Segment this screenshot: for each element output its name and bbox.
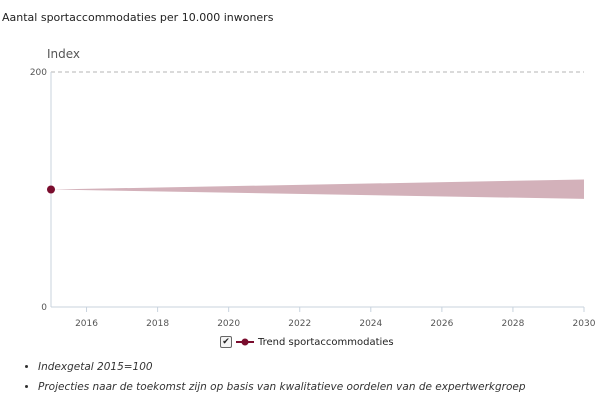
x-tick-label: 2026: [430, 319, 453, 329]
band-layer: [51, 179, 584, 199]
point-layer: [47, 185, 55, 194]
x-tick-label: 2016: [75, 319, 98, 329]
projection-band: [51, 179, 584, 199]
legend-label[interactable]: Trend sportaccommodaties: [258, 336, 394, 348]
legend[interactable]: ✔ Trend sportaccommodaties: [220, 336, 394, 348]
x-tick-label: 2020: [217, 319, 240, 329]
x-tick-label: 2024: [359, 319, 382, 329]
chart-title: Aantal sportaccommodaties per 10.000 inw…: [2, 11, 274, 24]
x-tick-label: 2028: [501, 319, 524, 329]
note-item: Indexgetal 2015=100: [38, 361, 600, 373]
notes-list: Indexgetal 2015=100 Projecties naar de t…: [0, 361, 600, 401]
y-tick-labels: 0 200: [30, 68, 47, 313]
legend-checkbox[interactable]: ✔: [220, 336, 232, 348]
legend-swatch-icon: [236, 338, 254, 346]
note-item: Projecties naar de toekomst zijn op basi…: [38, 381, 600, 393]
x-tick-label: 2018: [146, 319, 169, 329]
y-tick-label: 0: [41, 303, 47, 313]
y-axis-title: Index: [47, 47, 80, 61]
x-tick-labels: 2016 2018 2020 2022 2024 2026 2028 2030: [75, 319, 596, 329]
data-point: [47, 185, 55, 194]
x-tick-label: 2030: [573, 319, 596, 329]
x-tick-label: 2022: [288, 319, 311, 329]
y-tick-label: 200: [30, 68, 47, 78]
